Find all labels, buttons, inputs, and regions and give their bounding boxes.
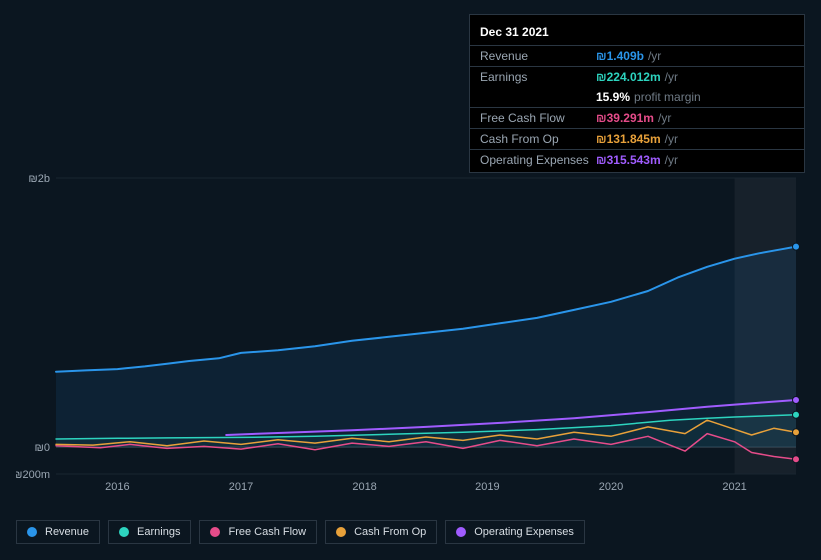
tooltip-label: Earnings (480, 70, 596, 84)
legend-swatch (336, 527, 346, 537)
legend-swatch (27, 527, 37, 537)
legend: Revenue Earnings Free Cash Flow Cash From O… (16, 520, 585, 544)
tooltip-label: Cash From Op (480, 132, 596, 146)
legend-item[interactable]: Cash From Op (325, 520, 437, 544)
tooltip-date: Dec 31 2021 (470, 21, 804, 45)
tooltip-label: Free Cash Flow (480, 111, 596, 125)
tooltip-row: Revenue₪1.409b/yr (470, 45, 804, 66)
legend-label: Free Cash Flow (228, 526, 306, 538)
profit-margin-pct: 15.9% (596, 90, 630, 104)
financial-chart: ₪2b ₪0 -₪200m 2016 2017 2018 2019 2020 2021 (16, 160, 806, 500)
legend-label: Operating Expenses (474, 526, 574, 538)
svg-text:2018: 2018 (352, 481, 376, 493)
legend-swatch (210, 527, 220, 537)
legend-item[interactable]: Earnings (108, 520, 191, 544)
tooltip-value: ₪1.409b (596, 49, 644, 63)
svg-text:2016: 2016 (105, 481, 129, 493)
legend-label: Revenue (45, 526, 89, 538)
tooltip-value: ₪131.845m (596, 132, 661, 146)
tooltip-label: Revenue (480, 49, 596, 63)
tooltip-unit: /yr (665, 70, 678, 84)
tooltip-unit: /yr (648, 49, 661, 63)
profit-margin-label: profit margin (634, 90, 701, 104)
tooltip-unit: /yr (665, 132, 678, 146)
legend-swatch (456, 527, 466, 537)
legend-label: Cash From Op (354, 526, 426, 538)
svg-text:2020: 2020 (599, 481, 623, 493)
svg-text:₪0: ₪0 (35, 442, 50, 454)
legend-item[interactable]: Free Cash Flow (199, 520, 317, 544)
tooltip-row: Free Cash Flow₪39.291m/yr (470, 107, 804, 128)
legend-swatch (119, 527, 129, 537)
svg-text:₪2b: ₪2b (28, 173, 50, 185)
chart-svg: ₪2b ₪0 -₪200m 2016 2017 2018 2019 2020 2021 (16, 160, 806, 500)
legend-label: Earnings (137, 526, 180, 538)
legend-item[interactable]: Revenue (16, 520, 100, 544)
svg-text:2019: 2019 (475, 481, 499, 493)
tooltip-value: ₪39.291m (596, 111, 654, 125)
tooltip-value: ₪224.012m (596, 70, 661, 84)
profit-margin-row: 15.9% profit margin (470, 87, 804, 107)
tooltip-row: Cash From Op₪131.845m/yr (470, 128, 804, 149)
svg-text:2021: 2021 (722, 481, 746, 493)
svg-text:2017: 2017 (229, 481, 253, 493)
tooltip-row: Earnings₪224.012m/yr (470, 66, 804, 87)
tooltip-panel: Dec 31 2021 Revenue₪1.409b/yrEarnings₪22… (469, 14, 805, 173)
tooltip-unit: /yr (658, 111, 671, 125)
legend-item[interactable]: Operating Expenses (445, 520, 585, 544)
svg-text:-₪200m: -₪200m (16, 469, 50, 481)
